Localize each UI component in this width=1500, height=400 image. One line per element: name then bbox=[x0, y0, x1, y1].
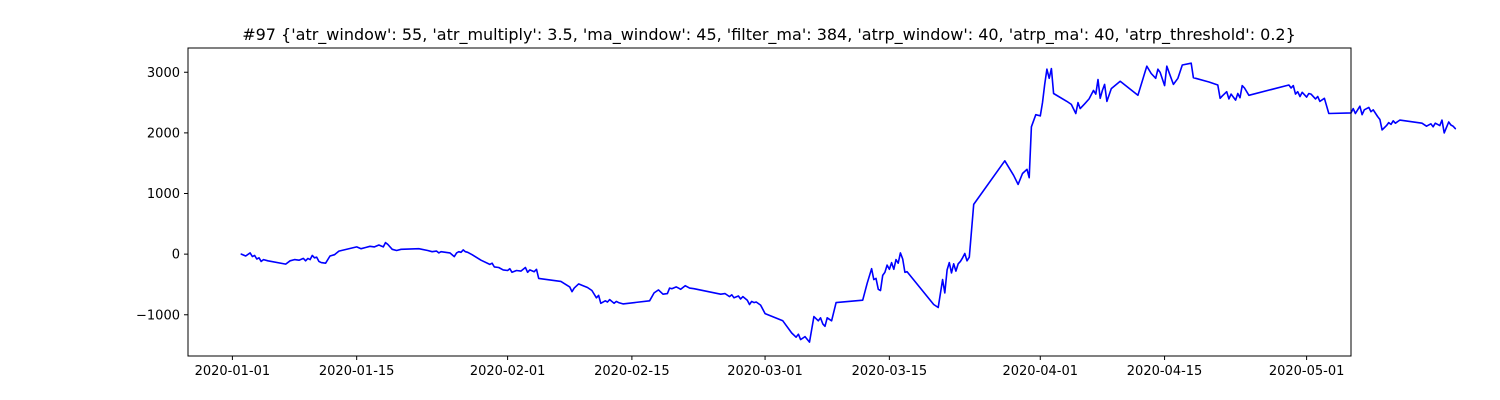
series-line bbox=[240, 62, 1457, 343]
y-axis: −1000 0 1000 2000 3000 bbox=[136, 66, 188, 323]
x-tick-label: 2020-04-15 bbox=[1127, 364, 1203, 379]
x-tick-label: 2020-03-01 bbox=[727, 364, 803, 379]
y-tick-label: 0 bbox=[172, 248, 180, 263]
chart-title: #97 {'atr_window': 55, 'atr_multiply': 3… bbox=[242, 25, 1296, 45]
y-tick-label: 3000 bbox=[147, 66, 180, 81]
x-tick-label: 2020-02-01 bbox=[470, 364, 546, 379]
x-tick-label: 2020-03-15 bbox=[852, 364, 928, 379]
y-tick-label: 1000 bbox=[147, 187, 180, 202]
x-tick-label: 2020-02-15 bbox=[594, 364, 670, 379]
x-tick-label: 2020-01-15 bbox=[319, 364, 395, 379]
x-axis: 2020-01-01 2020-01-15 2020-02-01 2020-02-15… bbox=[195, 356, 1345, 379]
x-tick-label: 2020-05-01 bbox=[1269, 364, 1345, 379]
plot-area bbox=[240, 62, 1457, 343]
plot-frame bbox=[187, 47, 1352, 357]
x-tick-label: 2020-04-01 bbox=[1002, 364, 1078, 379]
x-tick-label: 2020-01-01 bbox=[195, 364, 271, 379]
y-tick-label: 2000 bbox=[147, 126, 180, 141]
y-tick-label: −1000 bbox=[136, 308, 180, 323]
